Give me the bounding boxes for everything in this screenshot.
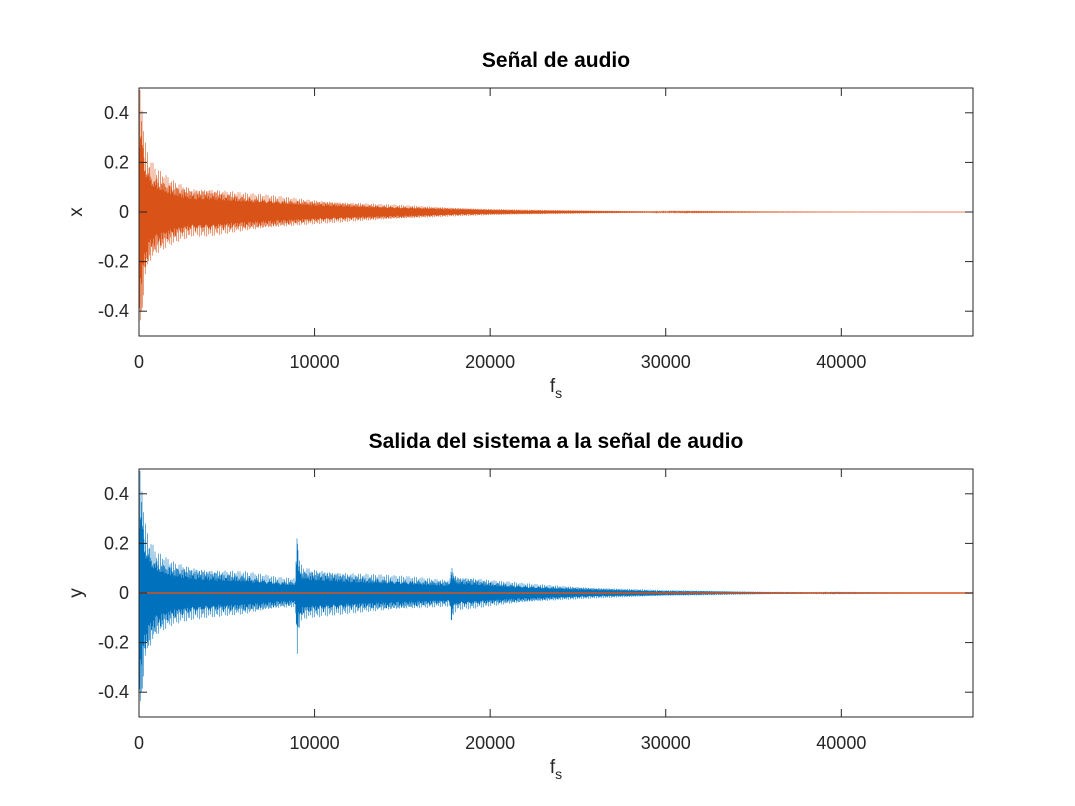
chart-2-title: Salida del sistema a la señal de audio bbox=[369, 430, 744, 453]
chart-1-xtick-label: 10000 bbox=[290, 352, 340, 372]
chart-1-xlabel-subscript: s bbox=[555, 385, 562, 401]
chart-2-xtick-label: 10000 bbox=[290, 733, 340, 753]
chart-2: 0 10000 20000 30000 40000 -0.4 -0.2 0 0.2 0.4 Sali… bbox=[66, 430, 974, 782]
chart-2-ytick-label: -0.4 bbox=[98, 682, 129, 702]
chart-1-xtick-label: 40000 bbox=[816, 352, 866, 372]
chart-1-ytick-label: 0.2 bbox=[104, 152, 129, 172]
chart-2-ytick-label: -0.2 bbox=[98, 633, 129, 653]
chart-1-title: Señal de audio bbox=[482, 49, 630, 72]
chart-1-ytick-label: -0.2 bbox=[98, 252, 129, 272]
chart-2-xlabel-main: f bbox=[550, 757, 556, 778]
chart-1-ytick-label: 0 bbox=[119, 202, 129, 222]
chart-1-xtick-label: 20000 bbox=[465, 352, 515, 372]
chart-2-xtick-label: 0 bbox=[134, 733, 144, 753]
chart-1-ytick-label: 0.4 bbox=[104, 103, 129, 123]
chart-2-ytick-label: 0.2 bbox=[104, 533, 129, 553]
chart-1-ytick-label: -0.4 bbox=[98, 301, 129, 321]
chart-2-xlabel-subscript: s bbox=[555, 766, 562, 782]
chart-2-xtick-label: 40000 bbox=[816, 733, 866, 753]
chart-1-xlabel-main: f bbox=[550, 376, 556, 397]
chart-2-ytick-label: 0 bbox=[119, 583, 129, 603]
chart-2-series-group bbox=[139, 470, 973, 702]
chart-1-series-group bbox=[139, 89, 973, 321]
chart-1-xlabel: fs bbox=[550, 376, 562, 401]
chart-1-xtick-label: 30000 bbox=[641, 352, 691, 372]
chart-1-ylabel: x bbox=[66, 207, 87, 217]
chart-1: 0 10000 20000 30000 40000 -0.4 -0.2 0 0.2 0.4 Seña… bbox=[66, 49, 974, 401]
chart-2-xlabel: fs bbox=[550, 757, 562, 782]
chart-1-series-1-line bbox=[139, 89, 973, 321]
chart-2-ylabel: y bbox=[66, 588, 87, 598]
chart-2-ytick-label: 0.4 bbox=[104, 484, 129, 504]
chart-1-xtick-label: 0 bbox=[134, 352, 144, 372]
chart-2-xtick-label: 20000 bbox=[465, 733, 515, 753]
chart-2-xtick-label: 30000 bbox=[641, 733, 691, 753]
